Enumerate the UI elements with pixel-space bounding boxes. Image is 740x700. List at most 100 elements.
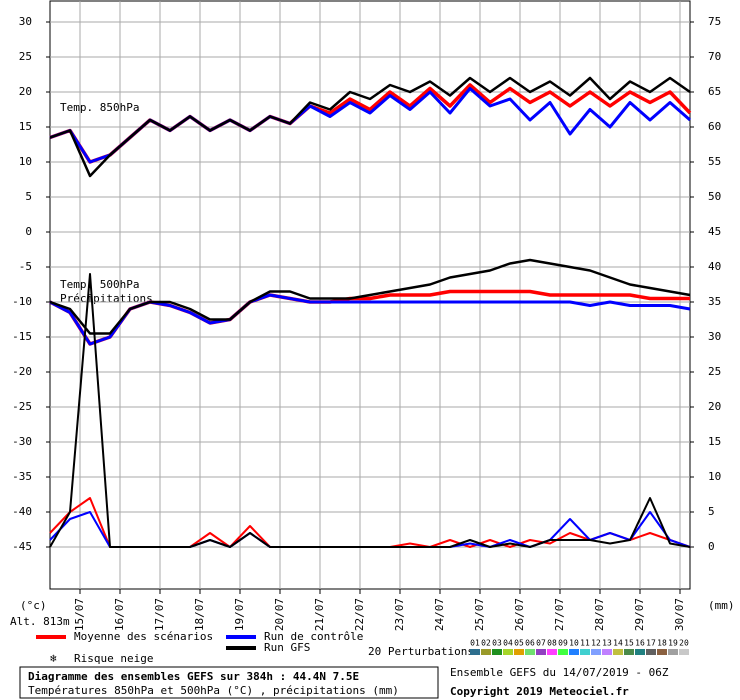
x-tick-label: 17/07 [153, 598, 166, 631]
y-tick-label: -10 [12, 295, 32, 308]
x-tick-label: 28/07 [593, 598, 606, 631]
footer-title: Diagramme des ensembles GEFS sur 384h : … [28, 670, 359, 683]
member-label: 03 [492, 639, 502, 648]
footer-box [19, 666, 439, 699]
x-tick-label: 25/07 [473, 598, 486, 631]
member-label: 17 [646, 639, 656, 648]
member-label: 06 [525, 639, 535, 648]
y2-tick-label: 10 [708, 470, 721, 483]
y-tick-label: 10 [19, 155, 32, 168]
y-tick-label: -5 [19, 260, 32, 273]
series-line [49, 76, 691, 178]
member-swatch [514, 649, 524, 655]
member-swatch [657, 649, 667, 655]
y-tick-label: 0 [25, 225, 32, 238]
y-tick-label: -35 [12, 470, 32, 483]
y2-tick-label: 45 [708, 225, 721, 238]
member-swatch [668, 649, 678, 655]
footer-copyright: Copyright 2019 Meteociel.fr [450, 685, 629, 698]
member-swatch [679, 649, 689, 655]
y2-tick-label: 65 [708, 85, 721, 98]
member-swatch [492, 649, 502, 655]
y2-tick-label: 0 [708, 540, 715, 553]
member-swatch [525, 649, 535, 655]
panel-annotation: Temp. 500hPa [60, 278, 139, 291]
x-tick-label: 15/07 [73, 598, 86, 631]
member-swatch [569, 649, 579, 655]
member-swatch [613, 649, 623, 655]
series-line [49, 258, 691, 335]
y-tick-label: -30 [12, 435, 32, 448]
y-tick-label: 20 [19, 85, 32, 98]
x-tick-label: 18/07 [193, 598, 206, 631]
y-tick-label: 15 [19, 120, 32, 133]
y-tick-label: 25 [19, 50, 32, 63]
member-swatch [624, 649, 634, 655]
x-tick-label: 20/07 [273, 598, 286, 631]
member-swatch [635, 649, 645, 655]
altitude: Alt. 813m [10, 615, 70, 628]
x-tick-label: 19/07 [233, 598, 246, 631]
member-label: 14 [613, 639, 623, 648]
x-tick-label: 24/07 [433, 598, 446, 631]
panel-annotation: Temp. 850hPa [60, 101, 139, 114]
panel-annotation: Précipitations [60, 292, 153, 305]
legend-label: Run de contrôle [264, 630, 363, 643]
member-label: 19 [668, 639, 678, 648]
member-label: 04 [503, 639, 513, 648]
y-tick-label: -25 [12, 400, 32, 413]
member-label: 20 [679, 639, 689, 648]
x-tick-label: 30/07 [673, 598, 686, 631]
legend-label: Run GFS [264, 641, 310, 654]
y2-tick-label: 25 [708, 365, 721, 378]
y2-tick-label: 5 [708, 505, 715, 518]
member-swatch [558, 649, 568, 655]
x-tick-label: 27/07 [553, 598, 566, 631]
x-tick-label: 16/07 [113, 598, 126, 631]
snow-icon: ❄ [50, 652, 57, 665]
legend: ❄ Risque neige 20 Perturbations Moyenne … [36, 630, 689, 665]
member-swatch [481, 649, 491, 655]
member-label: 13 [602, 639, 612, 648]
member-label: 15 [624, 639, 634, 648]
member-swatch [470, 649, 480, 655]
y-tick-label: 5 [25, 190, 32, 203]
member-label: 11 [580, 639, 590, 648]
perturbations-label: 20 Perturbations [368, 645, 474, 658]
member-swatch [646, 649, 656, 655]
x-tick-label: 23/07 [393, 598, 406, 631]
footer-subtitle: Températures 850hPa et 500hPa (°C) , pré… [28, 684, 399, 697]
y2-tick-label: 70 [708, 50, 721, 63]
y-tick-label: -40 [12, 505, 32, 518]
x-tick-label: 29/07 [633, 598, 646, 631]
member-swatch [536, 649, 546, 655]
member-swatch [503, 649, 513, 655]
series-line [49, 273, 691, 548]
y2-tick-label: 60 [708, 120, 721, 133]
y-tick-label: 30 [19, 15, 32, 28]
member-label: 09 [558, 639, 568, 648]
y-tick-label: -15 [12, 330, 32, 343]
member-swatch [547, 649, 557, 655]
member-swatch [580, 649, 590, 655]
legend-label: Moyenne des scénarios [74, 630, 213, 643]
y2-unit: (mm) [708, 599, 735, 612]
member-swatch [591, 649, 601, 655]
y2-tick-label: 35 [708, 295, 721, 308]
x-tick-label: 22/07 [353, 598, 366, 631]
y2-tick-label: 75 [708, 15, 721, 28]
x-tick-label: 26/07 [513, 598, 526, 631]
y2-tick-label: 40 [708, 260, 721, 273]
member-label: 18 [657, 639, 667, 648]
member-label: 02 [481, 639, 491, 648]
member-label: 05 [514, 639, 524, 648]
y2-tick-label: 30 [708, 330, 721, 343]
y-unit: (°c) [20, 599, 47, 612]
y2-tick-label: 20 [708, 400, 721, 413]
member-label: 12 [591, 639, 601, 648]
y2-tick-label: 15 [708, 435, 721, 448]
y2-tick-label: 55 [708, 155, 721, 168]
member-label: 10 [569, 639, 579, 648]
member-swatch [602, 649, 612, 655]
